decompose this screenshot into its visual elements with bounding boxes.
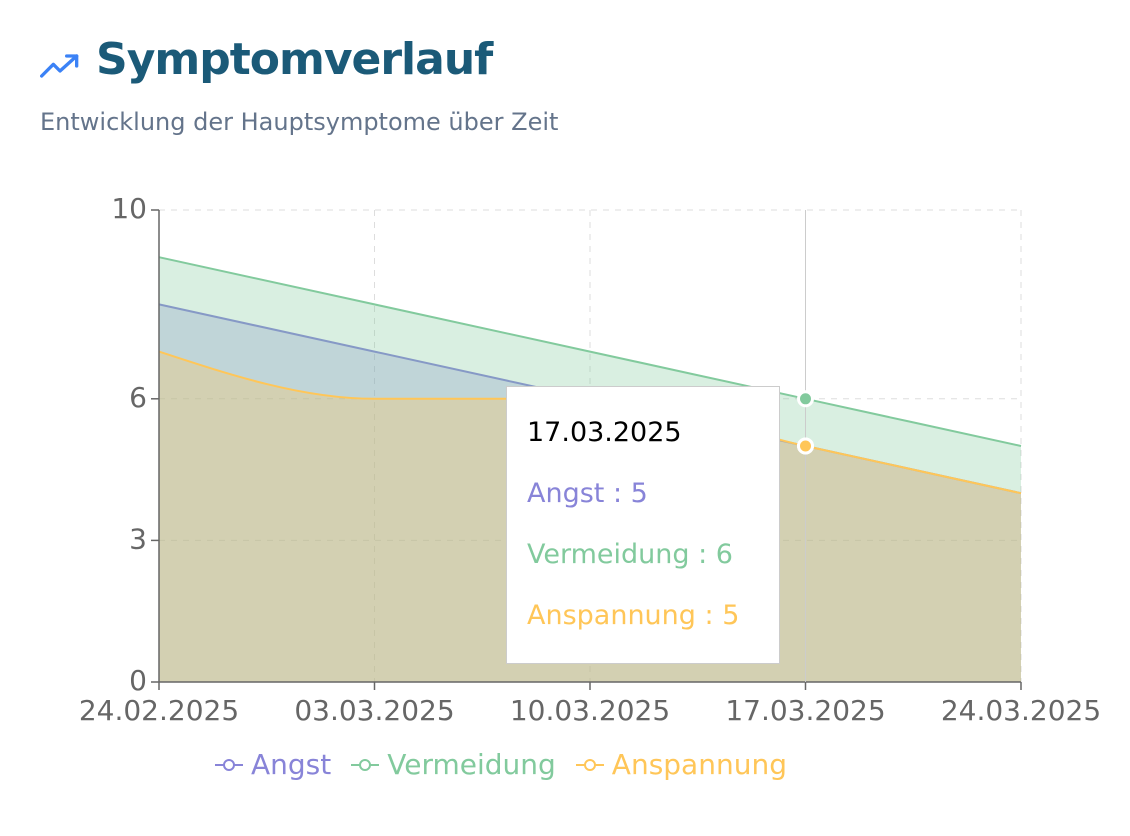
x-tick-label: 10.03.2025 bbox=[510, 694, 670, 727]
x-tick-label: 03.03.2025 bbox=[294, 694, 454, 727]
line bbox=[158, 256, 1022, 447]
tooltip-name: Angst bbox=[527, 478, 605, 509]
legend-item[interactable]: Anspannung bbox=[575, 748, 787, 781]
legend-item[interactable]: Vermeidung bbox=[351, 748, 556, 781]
y-tick-label: 6 bbox=[129, 381, 147, 414]
legend-item[interactable]: Angst bbox=[215, 748, 331, 781]
tooltip-value: 5 bbox=[722, 600, 740, 631]
tooltip-value: 6 bbox=[715, 539, 733, 570]
tooltip-row: Anspannung : 5 bbox=[527, 600, 740, 631]
legend-label: Vermeidung bbox=[387, 748, 556, 781]
tooltip-name: Anspannung bbox=[527, 600, 696, 631]
x-tick-label: 17.03.2025 bbox=[725, 694, 885, 727]
legend-label: Anspannung bbox=[611, 748, 787, 781]
tooltip-date: 17.03.2025 bbox=[527, 417, 682, 448]
legend-icon bbox=[351, 758, 380, 771]
tooltip-name: Vermeidung bbox=[527, 539, 690, 570]
subtitle: Entwicklung der Hauptsymptome über Zeit bbox=[40, 108, 559, 136]
legend-icon bbox=[575, 758, 604, 771]
title: Symptomverlauf bbox=[96, 34, 493, 85]
y-tick-label: 0 bbox=[129, 664, 147, 697]
active-dot bbox=[797, 437, 814, 455]
y-tick-label: 3 bbox=[129, 522, 147, 555]
legend-label: Angst bbox=[251, 748, 332, 781]
x-tick-label: 24.03.2025 bbox=[941, 694, 1101, 727]
active-dot bbox=[797, 390, 814, 408]
tooltip: 17.03.2025 Angst : 5 Vermeidung : 6 Ansp… bbox=[506, 386, 780, 664]
legend-icon bbox=[215, 758, 243, 771]
legend: Angst Vermeidung Anspannung bbox=[215, 748, 787, 781]
trend-icon bbox=[40, 54, 79, 78]
y-tick-label: 10 bbox=[111, 192, 147, 225]
tooltip-value: 5 bbox=[630, 478, 648, 509]
tooltip-row: Vermeidung : 6 bbox=[527, 539, 733, 570]
x-tick-label: 24.02.2025 bbox=[79, 694, 239, 727]
tooltip-row: Angst : 5 bbox=[527, 478, 648, 509]
